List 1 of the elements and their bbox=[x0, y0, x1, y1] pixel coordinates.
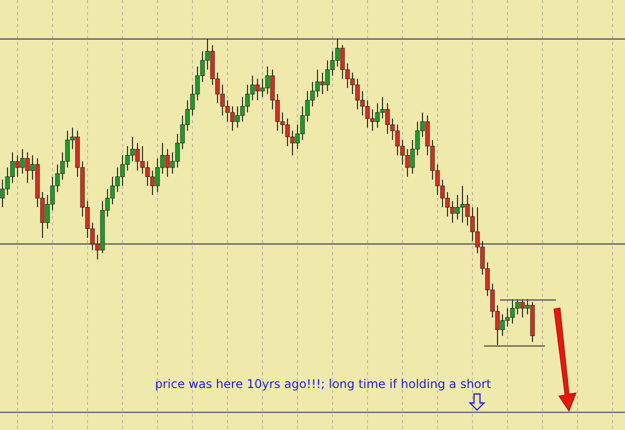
text: price was here 10yrs ago!!!; long time if holding a short bbox=[155, 377, 492, 391]
